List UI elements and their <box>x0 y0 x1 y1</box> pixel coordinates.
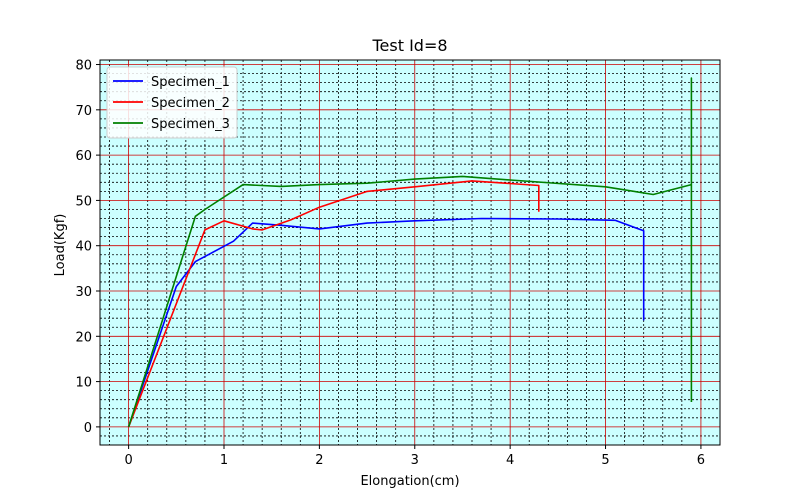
legend-box <box>106 66 238 139</box>
y-tick-label: 50 <box>75 194 92 209</box>
plot-frame <box>99 59 721 446</box>
x-tick-label: 2 <box>315 453 323 468</box>
chart-title: Test Id=8 <box>371 36 447 55</box>
y-tick-label: 80 <box>75 59 92 74</box>
series-layer <box>127 77 693 428</box>
minor-grid <box>100 60 721 446</box>
y-tick-label: 30 <box>75 285 92 300</box>
y-tick-label: 70 <box>75 104 92 119</box>
x-tick-label: 4 <box>506 453 514 468</box>
x-tick-label: 6 <box>697 453 705 468</box>
series-line-specimen-2 <box>127 180 540 428</box>
y-axis-title: Load(Kgf) <box>53 214 68 277</box>
y-tick-label: 20 <box>75 330 92 345</box>
major-grid <box>100 60 720 445</box>
x-axis-title: Elongation(cm) <box>360 474 459 489</box>
legend-label: Specimen_1 <box>151 75 230 90</box>
x-axis: 0 1 2 3 4 5 6 <box>124 445 705 468</box>
y-tick-label: 60 <box>75 149 92 164</box>
x-tick-label: 0 <box>124 453 132 468</box>
y-axis: 0 10 20 30 40 50 60 70 80 <box>75 59 100 436</box>
legend-label: Specimen_2 <box>151 96 230 111</box>
x-tick-label: 3 <box>411 453 419 468</box>
y-tick-label: 40 <box>75 240 92 255</box>
legend: Specimen_1 Specimen_2 Specimen_3 <box>106 66 238 139</box>
x-tick-label: 5 <box>601 453 609 468</box>
series-line-specimen-1 <box>127 217 645 428</box>
y-tick-label: 0 <box>84 421 92 436</box>
x-tick-label: 1 <box>220 453 228 468</box>
series-line-specimen-3 <box>127 77 693 428</box>
y-tick-label: 10 <box>75 376 92 391</box>
legend-label: Specimen_3 <box>151 117 230 132</box>
